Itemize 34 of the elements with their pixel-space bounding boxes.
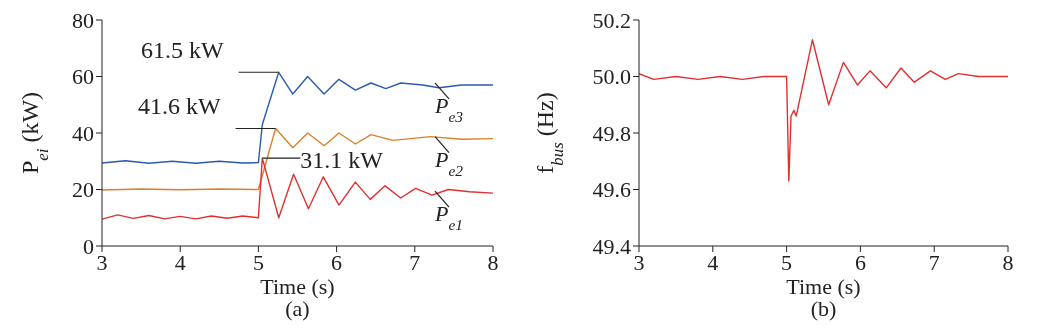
annotation: 61.5 kW	[141, 37, 225, 64]
line-series	[102, 127, 493, 191]
text: (a)	[285, 296, 310, 321]
series-label: P$_{e2}$	[434, 146, 464, 179]
x-tick-label: 6	[331, 249, 343, 275]
x-tick-label: 8	[487, 249, 499, 275]
y-tick-label: 20	[72, 177, 94, 203]
y-tick-label: 50.0	[592, 64, 631, 90]
annotation: 31.1 kW	[300, 147, 384, 174]
x-tick-label: 4	[707, 249, 719, 275]
annotation: 41.6 kW	[137, 93, 221, 120]
x-tick-label: 4	[174, 249, 186, 275]
x-axis-title: Time (s)	[786, 274, 861, 299]
x-tick-label: 5	[781, 249, 793, 275]
series-label: P$_{e1}$	[434, 201, 463, 233]
x-axis-title: Time (s)	[260, 274, 335, 299]
line-series	[639, 39, 1008, 182]
text: (b)	[810, 296, 837, 321]
y-tick-label: 60	[72, 64, 94, 90]
y-tick-label: 49.4	[592, 233, 631, 259]
x-tick-label: 7	[928, 249, 940, 275]
y-tick-label: 0	[83, 233, 94, 259]
y-tick-label: 80	[72, 7, 94, 33]
x-tick-label: 6	[854, 249, 866, 275]
x-tick-label: 8	[1002, 249, 1014, 275]
y-tick-label: 49.6	[592, 177, 631, 203]
x-tick-label: 5	[252, 249, 264, 275]
x-tick-label: 3	[96, 249, 108, 275]
series-label: P$_{e3}$	[434, 92, 464, 125]
y-tick-label: 49.8	[592, 120, 631, 146]
y-tick-label: 50.2	[592, 7, 631, 33]
y-tick-label: 40	[72, 120, 94, 146]
x-tick-label: 7	[409, 249, 421, 275]
x-tick-label: 3	[633, 249, 645, 275]
